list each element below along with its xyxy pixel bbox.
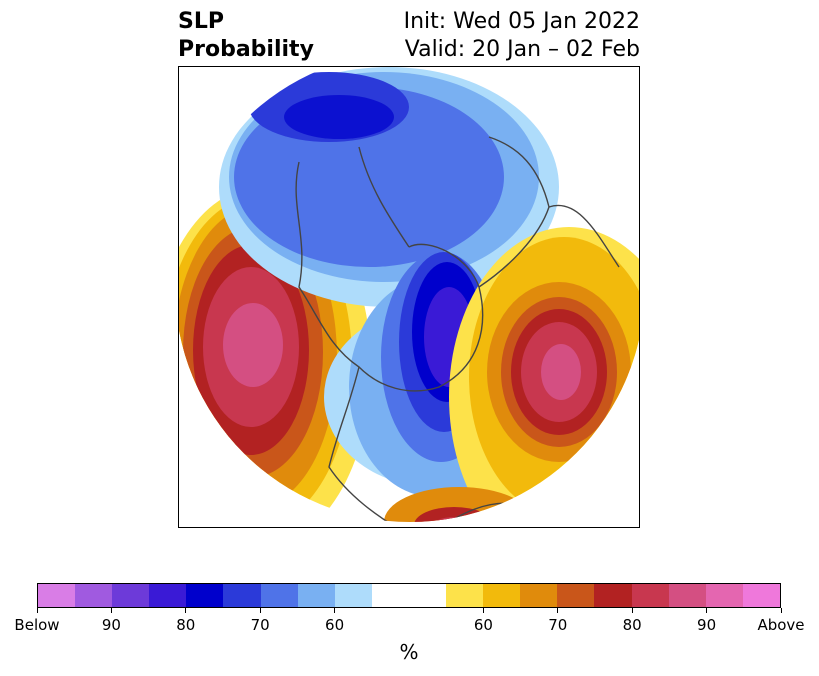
colorbar-tick (631, 608, 633, 613)
colorbar-tick-label: Below (14, 616, 60, 634)
colorbar-segment (483, 584, 521, 607)
colorbar-segment (38, 584, 76, 607)
colorbar (37, 583, 781, 608)
colorbar-segment (260, 584, 298, 607)
colorbar-segment (112, 584, 150, 607)
colorbar-segment (186, 584, 224, 607)
colorbar-segment (371, 584, 409, 607)
colorbar-tick (36, 608, 38, 613)
colorbar-segment (705, 584, 743, 607)
valid-period: Valid: 20 Jan – 02 Feb (404, 37, 640, 62)
colorbar-segment (75, 584, 113, 607)
colorbar-tick-label: 70 (548, 616, 568, 634)
map-canvas (179, 67, 639, 522)
variable-label: SLP (178, 9, 224, 34)
init-date: Init: Wed 05 Jan 2022 (403, 9, 640, 34)
colorbar-segment (149, 584, 187, 607)
colorbar-tick (557, 608, 559, 613)
colorbar-segment (223, 584, 261, 607)
colorbar-segment (408, 584, 447, 607)
colorbar-segment (334, 584, 372, 607)
colorbar-tick-label: 90 (697, 616, 717, 634)
colorbar-tick (482, 608, 484, 613)
colorbar-tick (185, 608, 187, 613)
colorbar-segment (594, 584, 632, 607)
coastlines (295, 136, 620, 522)
colorbar-tick (780, 608, 782, 613)
colorbar-segment (631, 584, 669, 607)
colorbar-tick (706, 608, 708, 613)
colorbar-tick-label: 60 (325, 616, 345, 634)
colorbar-segment (446, 584, 484, 607)
probability-map (178, 66, 640, 528)
colorbar-tick-label: 80 (176, 616, 196, 634)
colorbar-tick-label: 80 (622, 616, 642, 634)
colorbar-segment (520, 584, 558, 607)
colorbar-tick-label: 70 (250, 616, 270, 634)
product-label: Probability (178, 37, 314, 62)
colorbar-segment (557, 584, 595, 607)
colorbar-tick-label: 60 (473, 616, 493, 634)
colorbar-tick-label: 90 (101, 616, 121, 634)
colorbar-tick (110, 608, 112, 613)
colorbar-segment (668, 584, 706, 607)
colorbar-tick-label: Above (757, 616, 805, 634)
colorbar-tick (334, 608, 336, 613)
colorbar-unit: % (399, 640, 419, 664)
date-info: Init: Wed 05 Jan 2022 Valid: 20 Jan – 02… (404, 8, 640, 64)
colorbar-segment (742, 584, 780, 607)
colorbar-tick (259, 608, 261, 613)
colorbar-segment (297, 584, 335, 607)
chart-title: SLP Probability (178, 8, 314, 64)
